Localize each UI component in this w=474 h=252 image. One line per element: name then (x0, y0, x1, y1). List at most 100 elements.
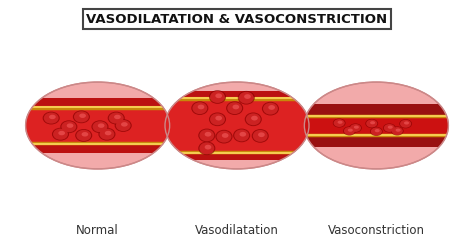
Ellipse shape (53, 129, 68, 140)
Ellipse shape (198, 142, 215, 155)
Ellipse shape (91, 121, 109, 134)
Ellipse shape (26, 83, 170, 169)
Ellipse shape (400, 120, 411, 128)
Ellipse shape (43, 112, 60, 125)
Ellipse shape (205, 145, 211, 150)
Ellipse shape (263, 103, 278, 115)
Ellipse shape (258, 133, 265, 138)
Ellipse shape (73, 111, 90, 124)
Ellipse shape (343, 127, 356, 136)
Ellipse shape (238, 91, 255, 105)
Ellipse shape (165, 83, 309, 169)
Ellipse shape (209, 113, 226, 127)
Ellipse shape (375, 130, 380, 133)
Ellipse shape (350, 124, 361, 132)
Ellipse shape (333, 119, 346, 128)
Ellipse shape (251, 116, 258, 121)
Text: Vasoconstriction: Vasoconstriction (328, 223, 425, 236)
Ellipse shape (217, 131, 231, 143)
Ellipse shape (205, 132, 211, 137)
Ellipse shape (239, 92, 254, 104)
Ellipse shape (98, 124, 104, 128)
Ellipse shape (234, 130, 249, 142)
Ellipse shape (198, 129, 215, 143)
Bar (304, 105, 448, 147)
Ellipse shape (391, 127, 404, 136)
Ellipse shape (116, 120, 131, 132)
Text: Vasodilatation: Vasodilatation (195, 223, 279, 236)
Ellipse shape (304, 83, 448, 169)
Ellipse shape (215, 94, 222, 99)
Ellipse shape (227, 103, 242, 115)
Ellipse shape (74, 112, 89, 123)
Ellipse shape (371, 128, 382, 136)
Ellipse shape (348, 129, 353, 132)
Ellipse shape (105, 131, 111, 136)
Ellipse shape (233, 105, 239, 110)
Ellipse shape (349, 124, 362, 133)
Ellipse shape (82, 133, 88, 137)
Ellipse shape (67, 124, 73, 128)
Ellipse shape (200, 130, 214, 142)
Ellipse shape (354, 126, 359, 129)
Ellipse shape (75, 130, 92, 142)
Ellipse shape (52, 128, 69, 141)
Ellipse shape (121, 123, 128, 127)
Ellipse shape (60, 121, 77, 134)
Ellipse shape (344, 128, 355, 135)
Ellipse shape (210, 114, 225, 126)
Ellipse shape (58, 131, 65, 136)
Ellipse shape (404, 122, 409, 125)
Ellipse shape (246, 114, 261, 126)
Ellipse shape (79, 114, 86, 118)
Ellipse shape (268, 106, 275, 110)
Ellipse shape (383, 124, 396, 133)
Ellipse shape (62, 122, 76, 133)
Ellipse shape (115, 120, 132, 132)
Ellipse shape (245, 113, 262, 127)
Ellipse shape (44, 113, 59, 124)
Ellipse shape (114, 115, 121, 120)
Ellipse shape (200, 143, 214, 155)
Ellipse shape (239, 132, 246, 137)
Ellipse shape (215, 116, 222, 121)
Ellipse shape (198, 105, 204, 110)
Ellipse shape (370, 127, 383, 137)
Ellipse shape (99, 128, 116, 141)
Ellipse shape (233, 129, 250, 143)
Ellipse shape (100, 129, 114, 140)
Ellipse shape (92, 122, 108, 133)
Ellipse shape (222, 134, 228, 138)
Bar (26, 108, 170, 145)
Ellipse shape (49, 115, 56, 120)
Ellipse shape (253, 131, 268, 142)
Text: VASODILATATION & VASOCONSTRICTION: VASODILATATION & VASOCONSTRICTION (86, 13, 388, 26)
Ellipse shape (108, 112, 125, 125)
Ellipse shape (209, 91, 226, 104)
Ellipse shape (76, 130, 91, 141)
Ellipse shape (366, 120, 377, 128)
Text: Normal: Normal (76, 223, 119, 236)
Ellipse shape (392, 128, 403, 135)
Ellipse shape (244, 95, 251, 100)
Ellipse shape (337, 121, 343, 124)
Ellipse shape (370, 122, 375, 125)
Ellipse shape (262, 102, 279, 116)
Ellipse shape (216, 130, 233, 144)
Ellipse shape (334, 120, 345, 128)
Ellipse shape (388, 126, 393, 129)
Ellipse shape (191, 102, 209, 115)
Ellipse shape (252, 130, 269, 143)
Bar (165, 91, 309, 161)
Ellipse shape (384, 124, 395, 132)
Bar (26, 99, 170, 153)
Ellipse shape (210, 92, 225, 104)
Bar (165, 99, 309, 153)
Ellipse shape (399, 120, 412, 129)
Ellipse shape (396, 129, 401, 132)
Ellipse shape (365, 119, 378, 129)
Ellipse shape (192, 103, 207, 115)
Bar (304, 116, 448, 136)
Ellipse shape (226, 102, 243, 115)
Ellipse shape (109, 113, 124, 124)
